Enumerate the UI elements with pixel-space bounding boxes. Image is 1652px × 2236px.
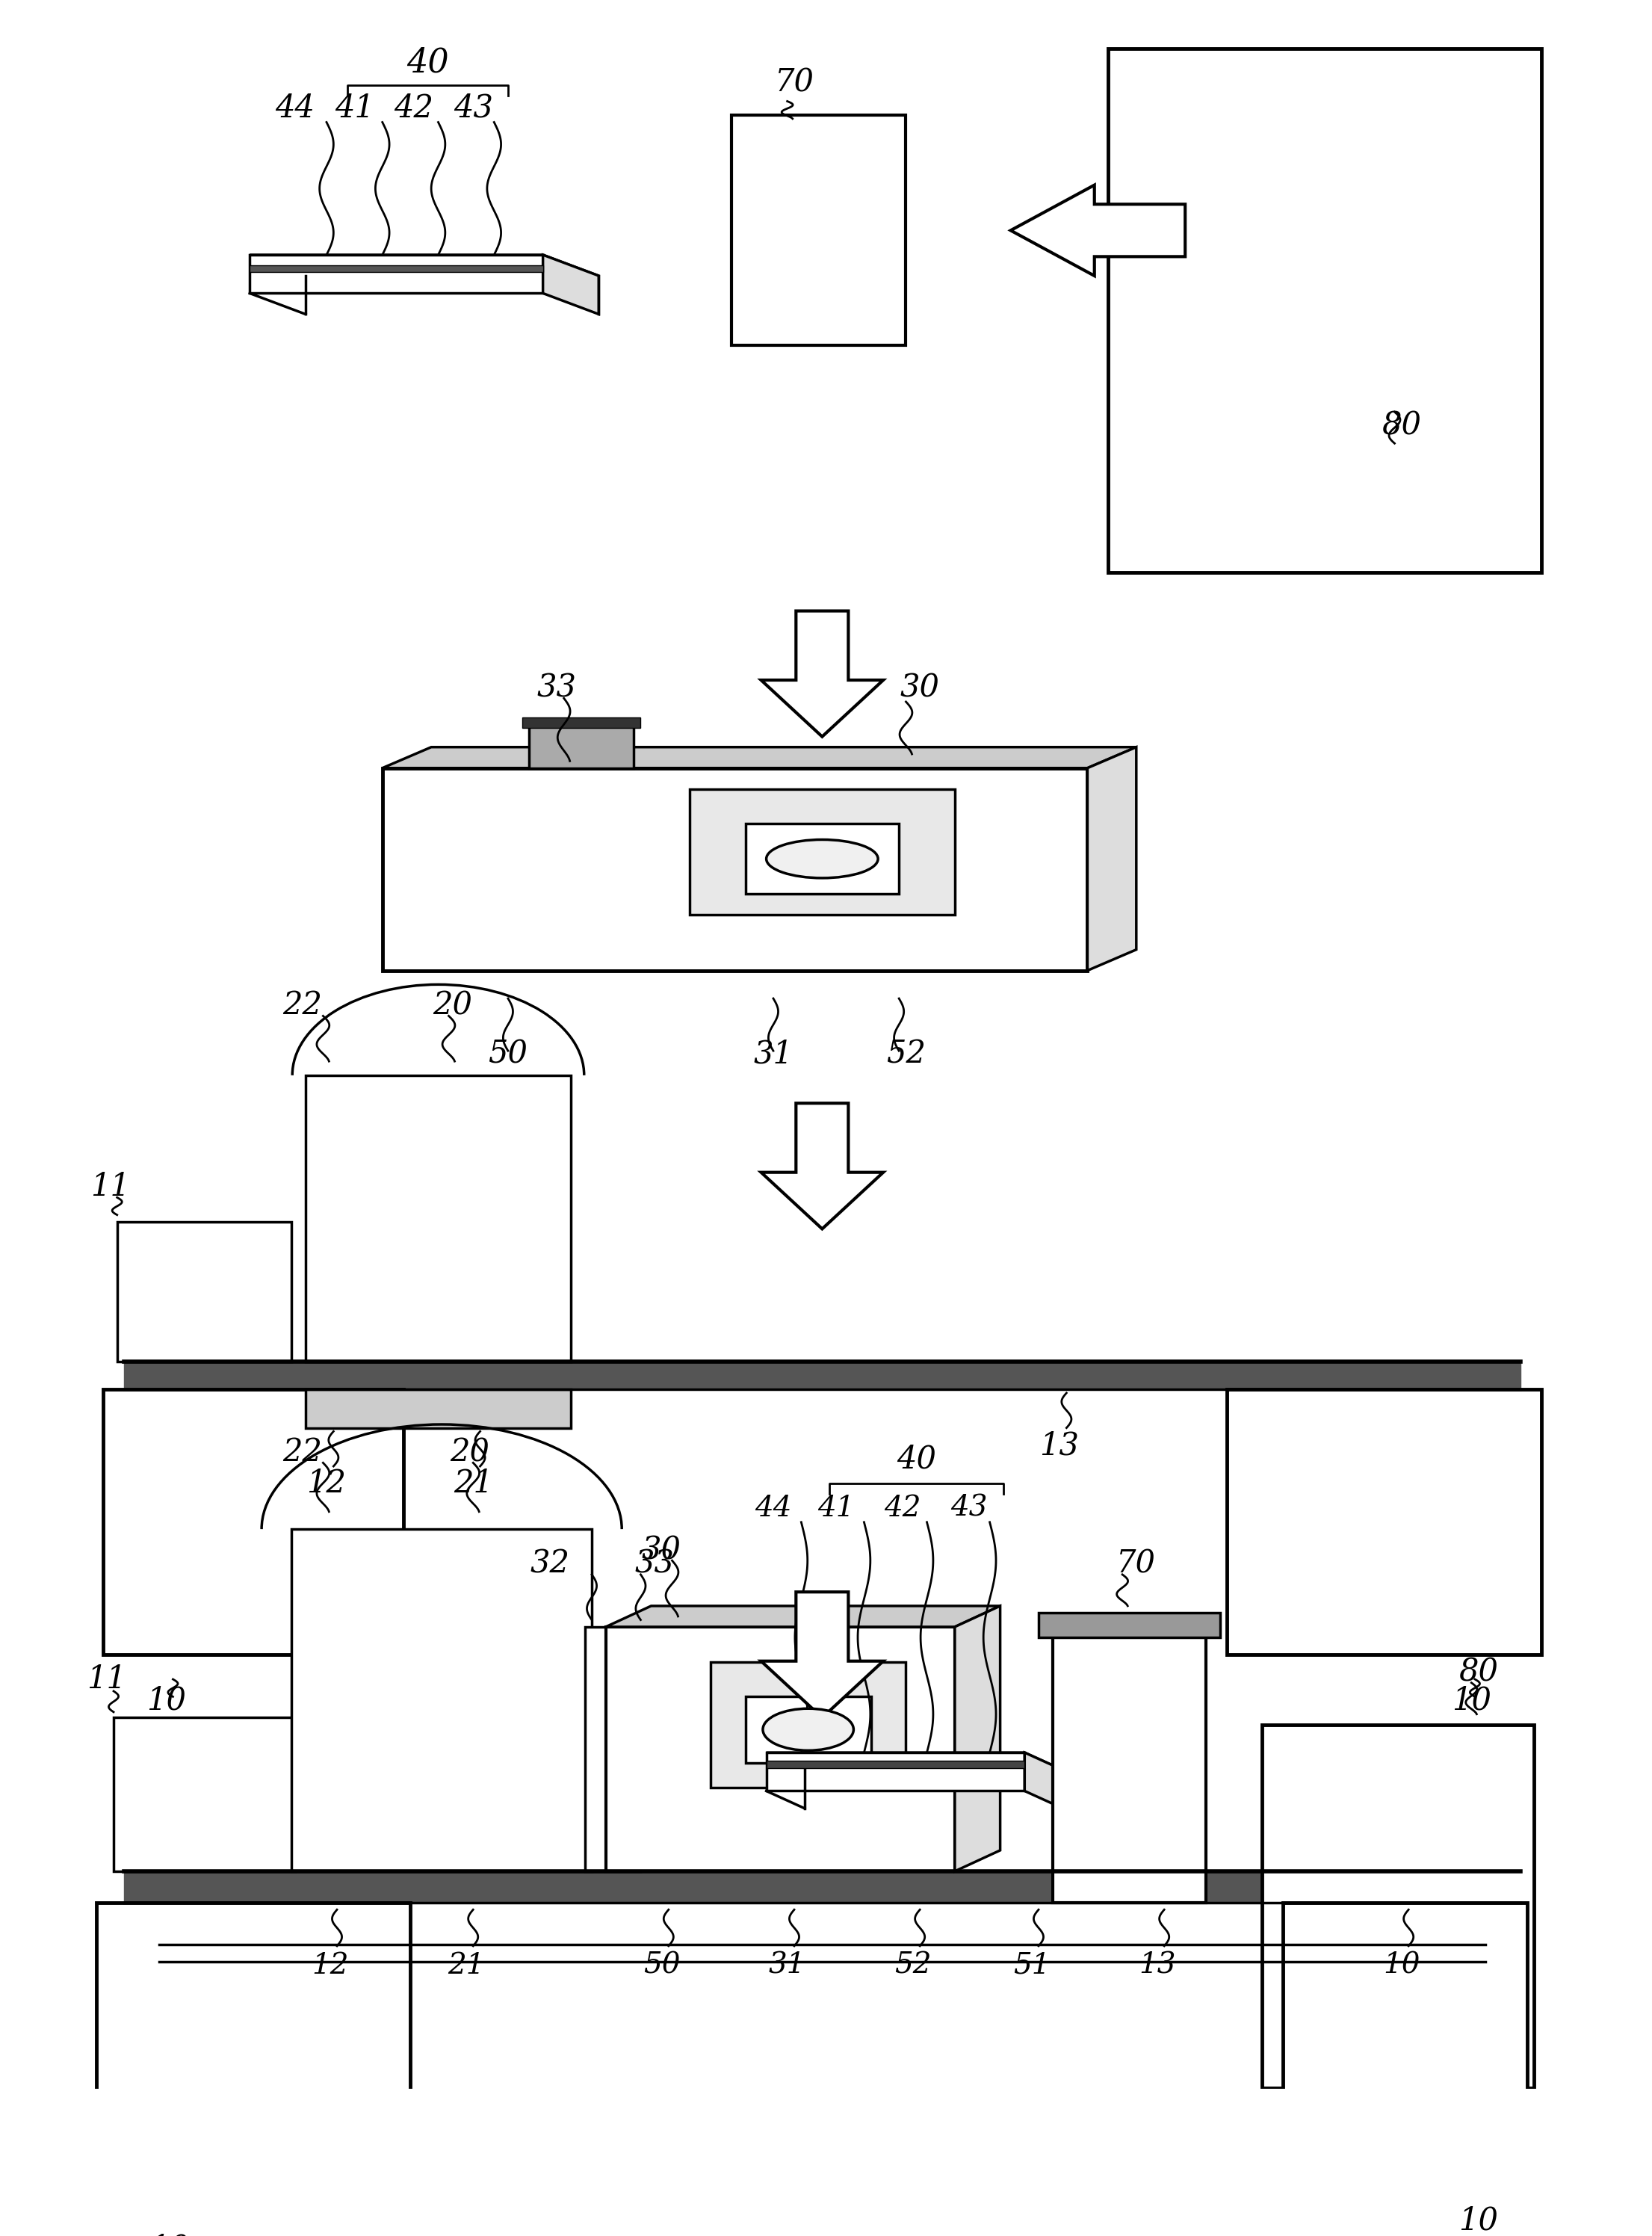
Text: 31: 31 (768, 1952, 806, 1979)
Polygon shape (762, 610, 884, 736)
Polygon shape (382, 767, 1087, 970)
Text: 44: 44 (276, 92, 316, 123)
Text: 12: 12 (312, 1952, 349, 1979)
Bar (745, 1697, 871, 1762)
Text: 22: 22 (282, 1436, 322, 1469)
Polygon shape (544, 255, 598, 315)
Polygon shape (1087, 747, 1137, 970)
Text: 20: 20 (433, 991, 472, 1022)
Bar (1262, 1724, 1535, 2088)
Text: 41: 41 (818, 1494, 854, 1523)
Ellipse shape (763, 1708, 854, 1751)
Bar (745, 823, 899, 894)
Bar (102, 1389, 403, 1655)
Bar (522, 718, 641, 729)
Polygon shape (767, 1753, 1024, 1791)
Text: 13: 13 (1138, 1952, 1176, 1979)
Text: 20: 20 (449, 1436, 489, 1469)
Polygon shape (606, 1605, 999, 1628)
Bar (1039, 1612, 1221, 1637)
Text: 10: 10 (1459, 2205, 1498, 2236)
Text: 33: 33 (537, 673, 577, 704)
Text: 10: 10 (145, 1684, 185, 1715)
Polygon shape (762, 1102, 884, 1230)
Bar (114, 1717, 296, 1872)
Bar (1284, 1903, 1526, 2176)
Bar (306, 1389, 572, 1429)
Text: 80: 80 (1459, 1657, 1498, 1688)
Text: 42: 42 (393, 92, 433, 123)
Text: 30: 30 (641, 1534, 681, 1565)
Text: 10: 10 (150, 2232, 190, 2236)
Polygon shape (606, 1628, 955, 1872)
Polygon shape (1011, 186, 1184, 275)
Ellipse shape (767, 841, 877, 879)
Polygon shape (762, 1592, 884, 1717)
Bar (585, 1628, 641, 1872)
Polygon shape (1024, 1753, 1062, 1809)
Text: 40: 40 (897, 1444, 937, 1476)
Polygon shape (249, 255, 544, 293)
Text: 11: 11 (91, 1172, 131, 1203)
Polygon shape (955, 1605, 999, 1872)
Bar (1227, 1389, 1541, 1655)
Text: 51: 51 (1013, 1952, 1051, 1979)
Text: 21: 21 (453, 1469, 492, 1500)
Bar (1052, 1635, 1206, 1903)
Text: 13: 13 (1039, 1429, 1079, 1460)
Text: 52: 52 (885, 1040, 925, 1071)
Bar (117, 1221, 292, 1362)
Text: 50: 50 (643, 1952, 681, 1979)
Text: 43: 43 (453, 92, 492, 123)
Bar (529, 727, 634, 767)
Bar (732, 116, 905, 347)
Text: 80: 80 (1381, 409, 1421, 443)
Bar (306, 1076, 572, 1362)
Polygon shape (767, 1753, 1062, 1771)
Text: 50: 50 (489, 1040, 529, 1071)
Bar (1108, 49, 1541, 572)
Text: 43: 43 (950, 1494, 988, 1523)
Text: 40: 40 (406, 47, 449, 78)
Text: 30: 30 (900, 673, 940, 704)
Polygon shape (249, 255, 598, 275)
Text: 21: 21 (448, 1952, 484, 1979)
Text: 33: 33 (634, 1547, 674, 1579)
Polygon shape (382, 747, 1137, 767)
Text: 44: 44 (755, 1494, 791, 1523)
Text: 11: 11 (88, 1664, 127, 1695)
Text: 70: 70 (1117, 1547, 1156, 1579)
Bar (249, 266, 544, 273)
Text: 70: 70 (775, 67, 814, 98)
Text: 22: 22 (282, 991, 322, 1022)
Text: 31: 31 (753, 1040, 793, 1071)
Text: 32: 32 (530, 1547, 570, 1579)
Text: 10: 10 (1452, 1684, 1492, 1715)
Bar (96, 1903, 410, 2202)
Text: 10: 10 (1383, 1952, 1421, 1979)
Bar (689, 789, 955, 915)
Text: 41: 41 (335, 92, 375, 123)
Bar (767, 1762, 1024, 1769)
Bar (710, 1661, 905, 1787)
Text: 52: 52 (894, 1952, 932, 1979)
Text: 42: 42 (884, 1494, 920, 1523)
Text: 12: 12 (307, 1469, 347, 1500)
Bar (292, 1529, 591, 1872)
